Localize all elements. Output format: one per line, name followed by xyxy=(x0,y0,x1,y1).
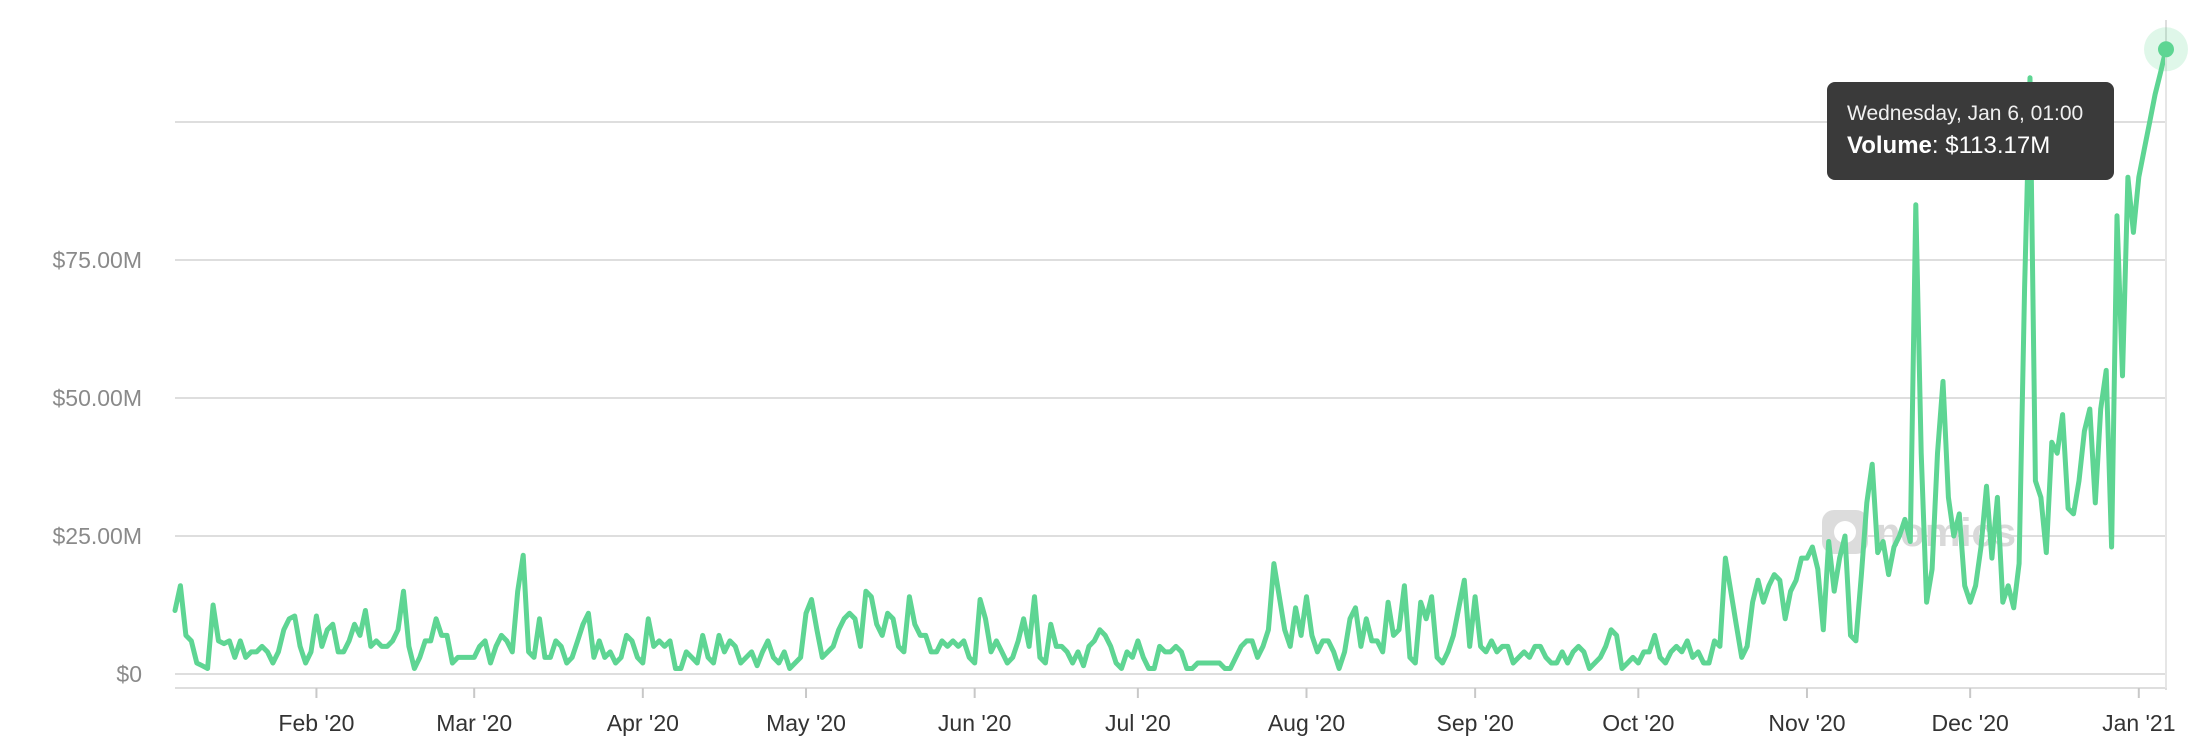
x-tick-label: May '20 xyxy=(766,710,846,736)
y-axis-ticks: $0 $25.00M $50.00M $75.00M xyxy=(52,247,142,687)
x-tick-label: Apr '20 xyxy=(607,710,679,736)
series-line xyxy=(172,46,2169,671)
highlight-marker xyxy=(2144,27,2188,688)
x-tick-label: Mar '20 xyxy=(436,710,512,736)
y-tick-label: $75.00M xyxy=(52,247,142,273)
tooltip-value-line: Volume: $113.17M xyxy=(1847,132,2051,159)
x-tick-label: Sep '20 xyxy=(1436,710,1513,736)
tooltip-label: Volume xyxy=(1847,132,1932,159)
y-tick-label: $0 xyxy=(116,661,142,687)
tooltip: Wednesday, Jan 6, 01:00 Volume: $113.17M xyxy=(1827,82,2114,180)
y-tick-label: $50.00M xyxy=(52,385,142,411)
x-axis-ticks: Feb '20 Mar '20 Apr '20 May '20 Jun '20 Jul '… xyxy=(278,688,2176,736)
x-tick-label: Feb '20 xyxy=(278,710,354,736)
x-tick-label: Oct '20 xyxy=(1602,710,1674,736)
x-tick-label: Jan '21 xyxy=(2102,710,2175,736)
x-tick-label: Dec '20 xyxy=(1932,710,2009,736)
x-tick-label: Jul '20 xyxy=(1105,710,1171,736)
x-tick-label: Nov '20 xyxy=(1768,710,1845,736)
series-volume xyxy=(172,46,2169,671)
tooltip-value: $113.17M xyxy=(1945,132,2051,159)
nomics-logo-icon xyxy=(1822,510,1868,554)
x-tick-label: Aug '20 xyxy=(1268,710,1345,736)
hover-point[interactable] xyxy=(2158,41,2174,58)
y-tick-label: $25.00M xyxy=(52,523,142,549)
tooltip-date: Wednesday, Jan 6, 01:00 xyxy=(1847,102,2084,125)
x-tick-label: Jun '20 xyxy=(938,710,1011,736)
